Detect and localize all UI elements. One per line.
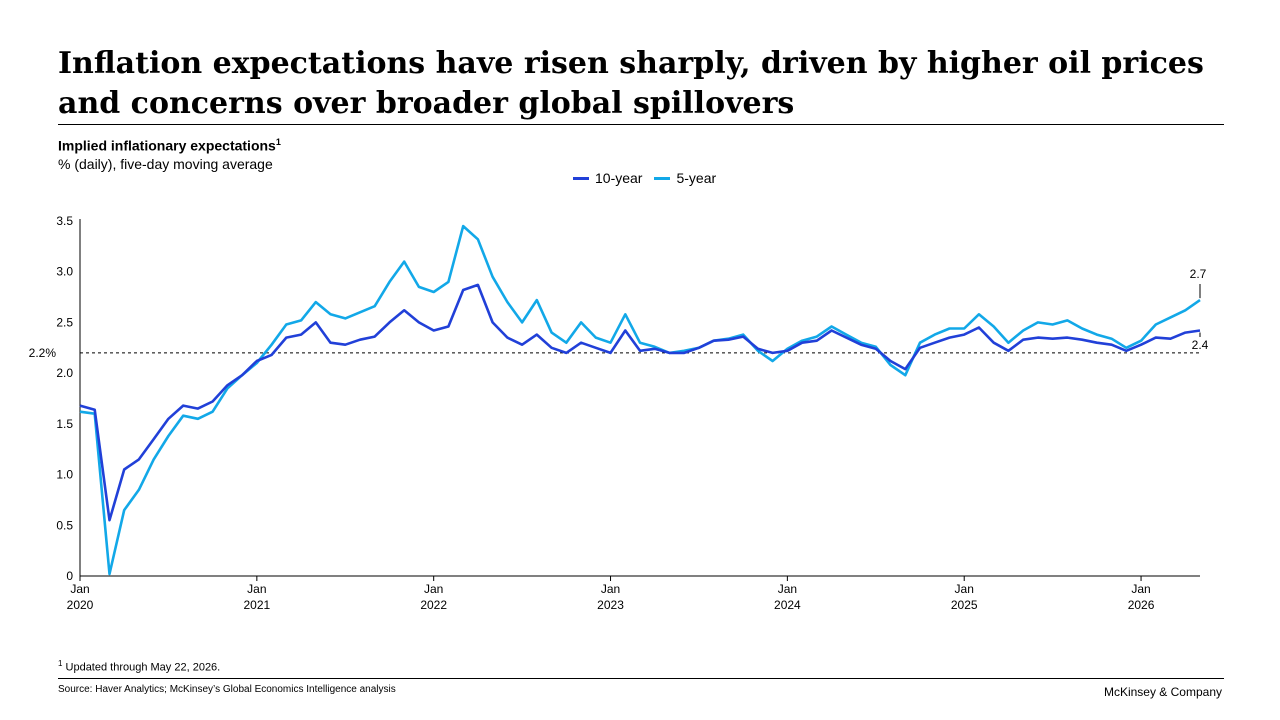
x-tick-month-label: Jan	[424, 582, 443, 596]
subtitle-footnote-marker: 1	[275, 137, 281, 147]
y-tick-label: 3.0	[56, 265, 73, 279]
y-tick-label: 2.0	[56, 366, 73, 380]
x-tick-year-label: 2025	[951, 598, 978, 612]
x-tick-year-label: 2024	[774, 598, 801, 612]
footnote: 1 Updated through May 22, 2026.	[58, 659, 220, 674]
chart-legend: 10-year 5-year	[573, 170, 716, 186]
y-tick-label: 1.5	[56, 417, 73, 431]
source-note: Source: Haver Analytics; McKinsey’s Glob…	[58, 684, 396, 695]
x-tick-month-label: Jan	[70, 582, 89, 596]
y-tick-label: 0	[66, 569, 73, 583]
y-tick-label: 0.5	[56, 518, 73, 532]
series-line-10-year	[79, 283, 1201, 522]
brand-name: McKinsey & Company	[1103, 685, 1222, 699]
x-tick-month-label: Jan	[955, 582, 974, 596]
subtitle-text: Implied inflationary expectations	[58, 137, 276, 154]
legend-label-10-year: 10-year	[595, 170, 643, 186]
x-tick-month-label: Jan	[247, 582, 266, 596]
x-tick-year-label: 2021	[243, 598, 270, 612]
x-tick-month-label: Jan	[778, 582, 797, 596]
x-tick-year-label: 2022	[420, 598, 447, 612]
footnote-text: Updated through May 22, 2026.	[62, 661, 221, 674]
y-tick-label: 2.5	[56, 315, 73, 329]
reference-line-label: 2.2%	[29, 346, 57, 360]
end-label-10-year: 2.4	[1192, 338, 1209, 352]
x-tick-month-label: Jan	[1131, 582, 1150, 596]
chart-title: Inflation expectations have risen sharpl…	[58, 46, 1204, 121]
x-tick-year-label: 2026	[1128, 598, 1155, 612]
unit-label: % (daily), five-day moving average	[58, 156, 273, 172]
legend-label-5-year: 5-year	[676, 170, 717, 186]
x-tick-year-label: 2023	[597, 598, 624, 612]
title-divider	[58, 124, 1224, 125]
legend-item-5-year: 5-year	[654, 170, 716, 186]
x-tick-year-label: 2020	[67, 598, 94, 612]
legend-item-10-year: 10-year	[573, 170, 642, 186]
legend-swatch-5-year	[654, 176, 671, 180]
y-tick-label: 1.0	[56, 468, 73, 482]
end-label-5-year: 2.7	[1190, 267, 1207, 281]
x-tick-month-label: Jan	[601, 582, 620, 596]
y-tick-label: 3.5	[56, 214, 73, 228]
footer-divider	[58, 678, 1224, 679]
footnote-marker: 1	[58, 659, 63, 668]
series-line-5-year	[79, 224, 1201, 576]
chart-subtitle: Implied inflationary expectations1	[58, 137, 281, 154]
legend-swatch-10-year	[573, 176, 589, 180]
